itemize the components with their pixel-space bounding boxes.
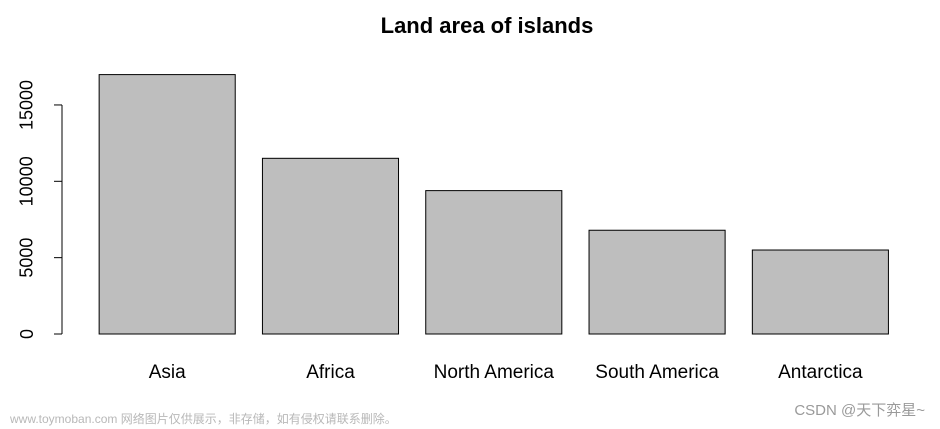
bar (425, 190, 563, 335)
bar (588, 229, 726, 335)
chart-title: Land area of islands (381, 13, 594, 38)
watermark: www.toymoban.com 网络图片仅供展示，非存储，如有侵权请联系删除。 (9, 411, 397, 426)
y-tick-label: 10000 (17, 156, 37, 206)
x-tick-label: Asia (149, 362, 186, 383)
x-tick-label: South America (595, 362, 719, 383)
y-tick-label: 0 (17, 329, 37, 339)
x-tick-label: Africa (306, 362, 355, 383)
bar (98, 74, 236, 335)
watermark: CSDN @天下弈星~ (794, 402, 925, 419)
bar (261, 157, 400, 335)
y-tick-label: 15000 (17, 80, 37, 130)
x-tick-label: Antarctica (778, 362, 863, 383)
y-tick-label: 5000 (17, 238, 37, 278)
bar (751, 249, 889, 335)
x-tick-label: North America (434, 362, 555, 383)
